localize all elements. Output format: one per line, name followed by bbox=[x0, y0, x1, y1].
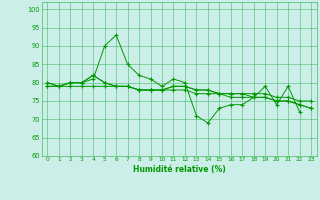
X-axis label: Humidité relative (%): Humidité relative (%) bbox=[133, 165, 226, 174]
